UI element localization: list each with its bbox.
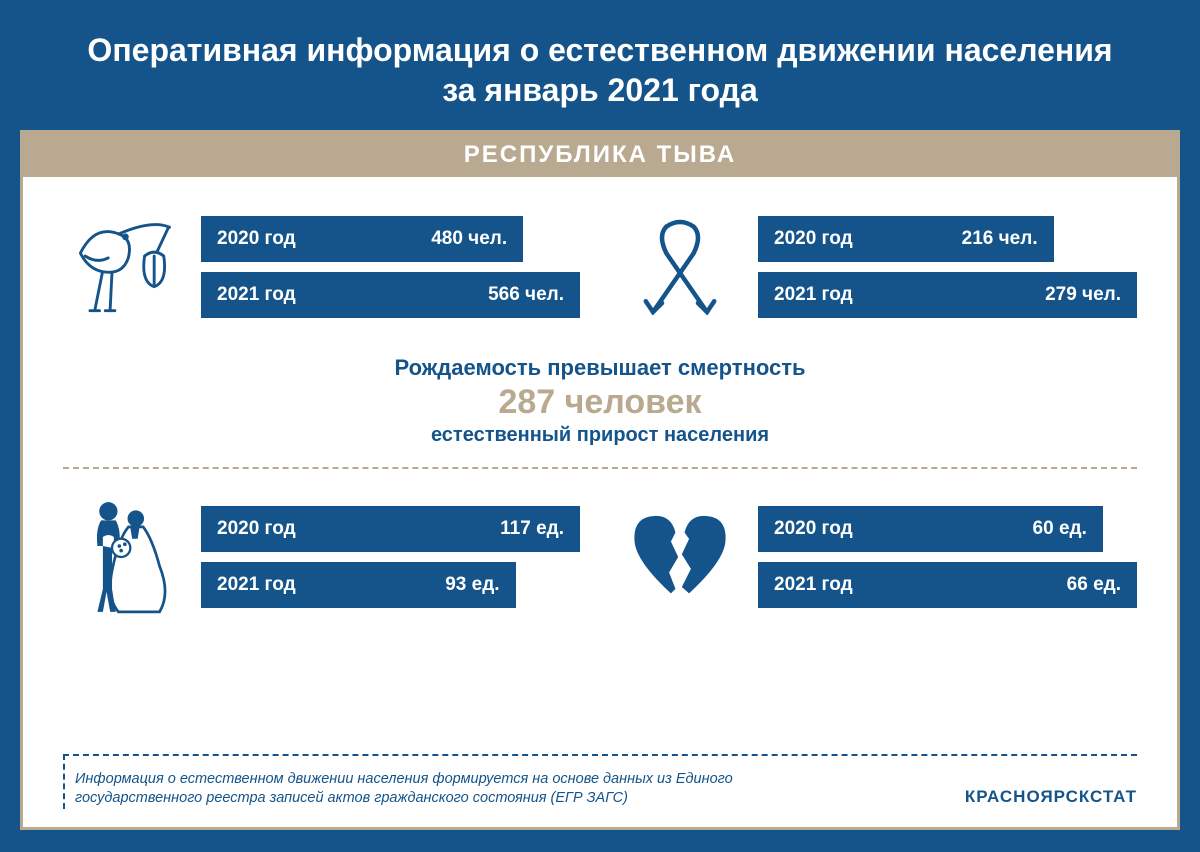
bar-value: 480 чел. [431, 228, 507, 250]
marriages-bars: 2020 год 117 ед. 2021 год 93 ед. [201, 506, 580, 608]
region-subtitle: РЕСПУБЛИКА ТЫВА [23, 133, 1177, 177]
bar-year: 2020 год [217, 228, 296, 250]
bar-year: 2021 год [217, 574, 296, 596]
main-title: Оперативная информация о естественном дв… [20, 20, 1180, 130]
summary-value: 287 человек [23, 383, 1177, 422]
content-panel: РЕСПУБЛИКА ТЫВА [20, 130, 1180, 830]
deaths-bar-2021: 2021 год 279 чел. [758, 272, 1137, 318]
bar-value: 216 чел. [962, 228, 1038, 250]
ribbon-icon [620, 207, 740, 327]
marriages-bar-2021: 2021 год 93 ед. [201, 562, 516, 608]
dashed-divider [63, 467, 1137, 469]
stork-icon [63, 207, 183, 327]
marriages-bar-2020: 2020 год 117 ед. [201, 506, 580, 552]
summary-line1: Рождаемость превышает смертность [23, 355, 1177, 381]
deaths-group: 2020 год 216 чел. 2021 год 279 чел. [620, 207, 1137, 327]
top-section: 2020 год 480 чел. 2021 год 566 чел. [23, 177, 1177, 327]
divorces-group: 2020 год 60 ед. 2021 год 66 ед. [620, 497, 1137, 617]
divorces-bar-2020: 2020 год 60 ед. [758, 506, 1103, 552]
bottom-section: 2020 год 117 ед. 2021 год 93 ед. [23, 497, 1177, 617]
divorces-bar-2021: 2021 год 66 ед. [758, 562, 1137, 608]
bar-value: 279 чел. [1045, 284, 1121, 306]
bar-year: 2020 год [774, 518, 853, 540]
marriages-group: 2020 год 117 ед. 2021 год 93 ед. [63, 497, 580, 617]
summary-line2: естественный прирост населения [23, 424, 1177, 447]
footer-note: Информация о естественном движении насел… [75, 770, 835, 809]
bar-value: 60 ед. [1033, 518, 1087, 540]
bar-year: 2020 год [217, 518, 296, 540]
footer: Информация о естественном движении насел… [63, 754, 1137, 809]
bar-value: 117 ед. [500, 518, 564, 540]
bar-year: 2020 год [774, 228, 853, 250]
bar-value: 93 ед. [445, 574, 499, 596]
wedding-icon [63, 497, 183, 617]
bar-year: 2021 год [774, 574, 853, 596]
bar-year: 2021 год [774, 284, 853, 306]
summary-block: Рождаемость превышает смертность 287 чел… [23, 355, 1177, 447]
births-bars: 2020 год 480 чел. 2021 год 566 чел. [201, 216, 580, 318]
births-bar-2020: 2020 год 480 чел. [201, 216, 523, 262]
births-bar-2021: 2021 год 566 чел. [201, 272, 580, 318]
deaths-bar-2020: 2020 год 216 чел. [758, 216, 1054, 262]
bar-year: 2021 год [217, 284, 296, 306]
deaths-bars: 2020 год 216 чел. 2021 год 279 чел. [758, 216, 1137, 318]
footer-brand: КРАСНОЯРСКСТАТ [965, 787, 1137, 809]
bar-value: 66 ед. [1067, 574, 1121, 596]
births-group: 2020 год 480 чел. 2021 год 566 чел. [63, 207, 580, 327]
divorces-bars: 2020 год 60 ед. 2021 год 66 ед. [758, 506, 1137, 608]
broken-heart-icon [620, 497, 740, 617]
bar-value: 566 чел. [488, 284, 564, 306]
